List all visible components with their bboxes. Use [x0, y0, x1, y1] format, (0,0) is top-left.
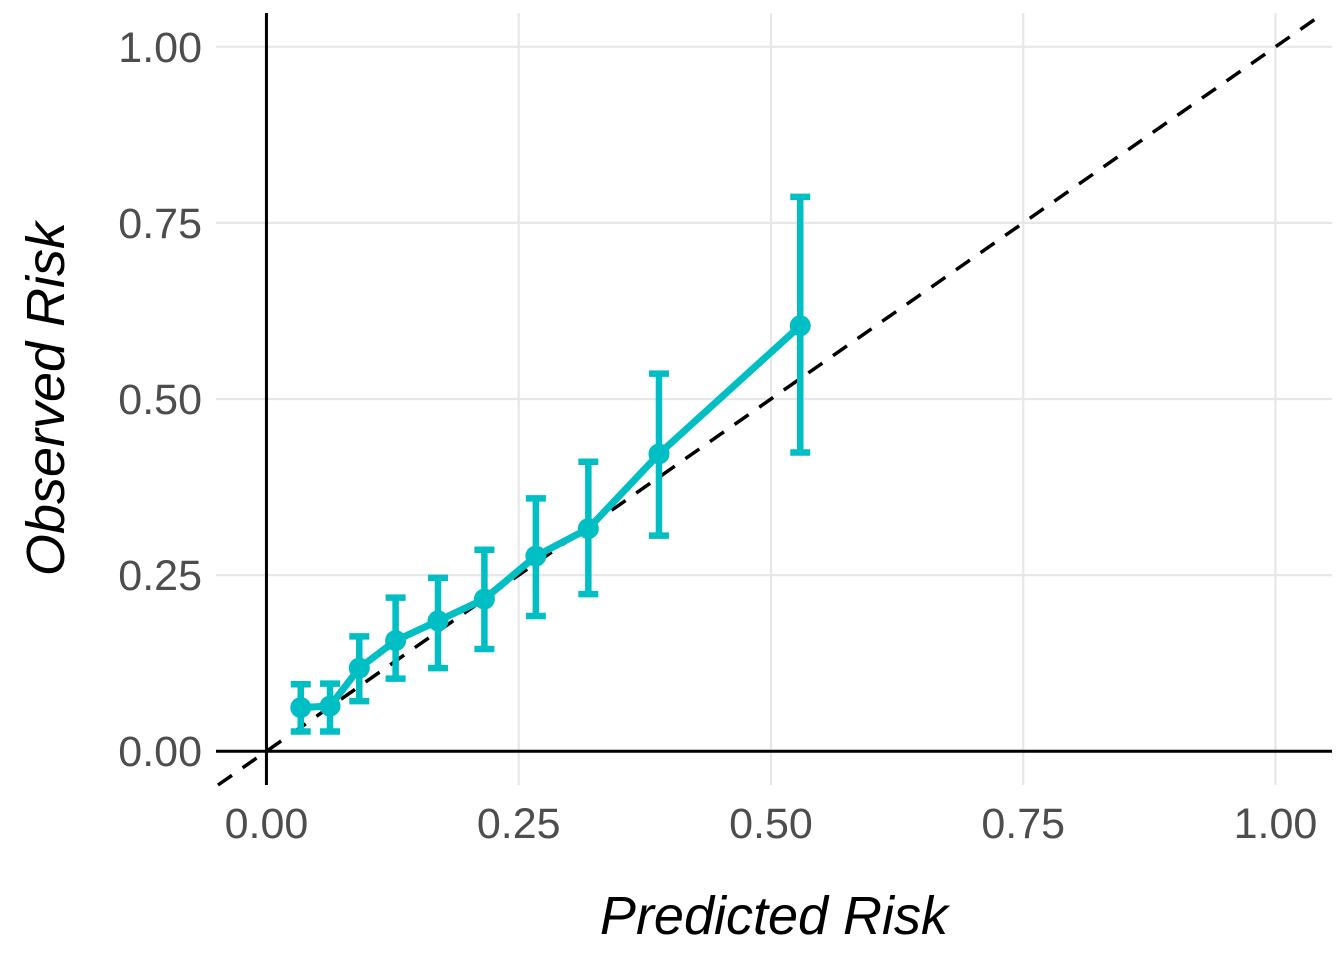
calibration-point [385, 630, 407, 652]
calibration-point [348, 657, 370, 679]
calibration-point [473, 588, 495, 610]
calibration-point [789, 315, 811, 337]
x-tick-label: 1.00 [1234, 800, 1318, 848]
calibration-point [525, 545, 547, 567]
x-axis-title: Predicted Risk [600, 886, 951, 946]
calibration-point [648, 443, 670, 465]
y-tick-label: 0.00 [118, 728, 202, 776]
plot-area: 0.00 0.25 0.50 0.75 1.00 0.00 0.25 0.50 0.75 1.00 [118, 11, 1332, 848]
y-tick-label: 1.00 [118, 24, 202, 72]
y-tick-label: 0.25 [118, 552, 202, 600]
identity-reference-line [217, 11, 1325, 787]
x-tick-label: 0.75 [981, 800, 1065, 848]
y-tick-label: 0.50 [118, 376, 202, 424]
calibration-point [577, 518, 599, 540]
calibration-line [297, 322, 804, 712]
y-tick-label: 0.75 [118, 200, 202, 248]
calibration-point [319, 695, 341, 717]
y-axis-title: Observed Risk [16, 219, 76, 576]
calibration-point [290, 697, 312, 719]
calibration-point [427, 610, 449, 632]
x-tick-label: 0.50 [729, 800, 813, 848]
x-tick-label: 0.00 [225, 800, 309, 848]
x-tick-label: 0.25 [477, 800, 561, 848]
